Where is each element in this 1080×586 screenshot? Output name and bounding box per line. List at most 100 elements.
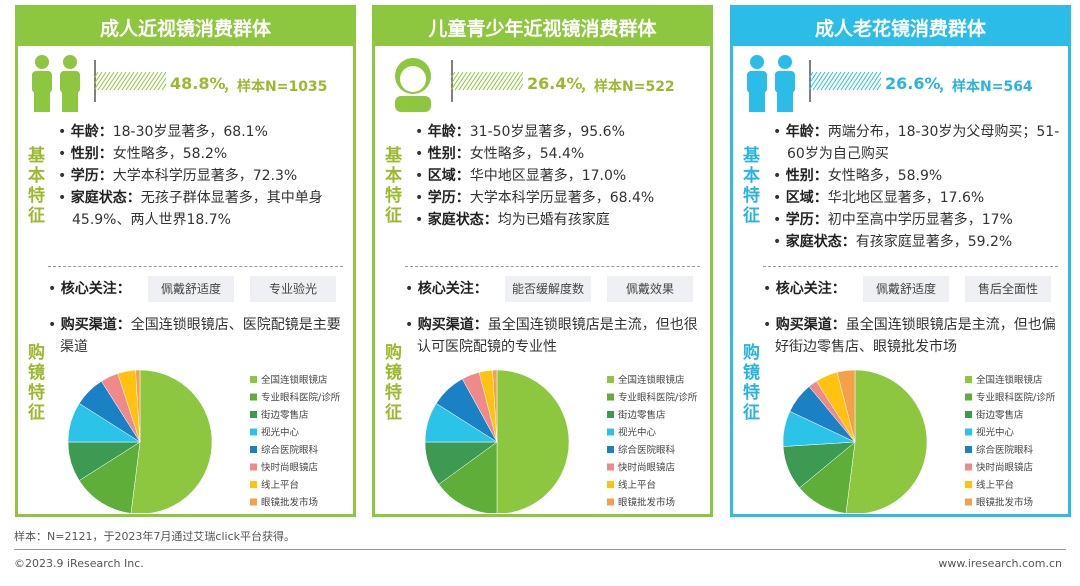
legend-label: 全国连锁眼镜店 xyxy=(618,374,685,386)
legend-label: 视光中心 xyxy=(976,427,1015,439)
hatch-line xyxy=(860,71,874,91)
pie-slice xyxy=(130,369,213,513)
focus-tag: 佩戴舒适度 xyxy=(148,276,234,302)
basic-item: • 家庭状态：有孩家庭显著多，59.2% xyxy=(773,234,1013,250)
focus-label: 核心关注： xyxy=(417,281,488,297)
pie-slice xyxy=(438,441,498,513)
channel-label: 购买渠道： xyxy=(417,317,488,333)
focus-tag: 专业验光 xyxy=(250,276,336,302)
pie-slice xyxy=(492,369,498,443)
legend-swatch xyxy=(965,393,972,401)
hatch-line xyxy=(836,71,850,91)
basic-item-label: 学历： xyxy=(427,190,470,206)
hatch-line xyxy=(97,71,111,91)
legend-swatch xyxy=(965,481,972,488)
basic-item-label: 学历： xyxy=(785,212,828,228)
hatch-line xyxy=(820,71,834,91)
legend-swatch xyxy=(607,481,614,488)
website: www.iresearch.com.cn xyxy=(938,557,1062,570)
basic-item-text: 无孩子群体显著多，其中单身45.9%、两人世界18.7% xyxy=(72,190,323,228)
focus-tag: 售后全面性 xyxy=(965,276,1051,302)
hatch-line xyxy=(94,71,103,85)
basic-item-text: 华北地区显著多，17.6% xyxy=(827,190,985,206)
legend-label: 街边零售店 xyxy=(976,409,1024,421)
icon-head xyxy=(750,55,764,69)
legend-label: 综合医院眼科 xyxy=(261,444,319,456)
legend-swatch xyxy=(607,498,614,506)
basic-item-label: 性别： xyxy=(785,168,828,184)
icon-body xyxy=(32,71,52,93)
hatch-line xyxy=(121,71,135,91)
icon-leg xyxy=(34,92,50,112)
hatch-line xyxy=(478,71,492,91)
legend-label: 线上平台 xyxy=(976,479,1014,491)
legend-swatch xyxy=(250,428,257,436)
legend-swatch xyxy=(250,463,257,471)
hatch-line xyxy=(809,71,822,91)
legend-swatch xyxy=(250,498,257,506)
legend-swatch xyxy=(965,498,972,506)
pie-chart: 全国连锁眼镜店专业眼科医院/诊所街边零售店视光中心综合医院眼科快时尚眼镜店线上平… xyxy=(424,369,698,513)
basic-item-text: 华中地区显著多，17.0% xyxy=(469,168,627,184)
hatch-line xyxy=(856,71,870,91)
legend-swatch xyxy=(250,411,257,418)
basic-label: 基本特征 xyxy=(24,146,44,226)
legend-swatch xyxy=(965,411,972,418)
icon xyxy=(395,58,431,112)
sample: ，样本N=1035 xyxy=(223,79,328,95)
icon xyxy=(32,55,80,112)
hatch-line xyxy=(113,71,127,91)
basic-item: • 年龄：31-50岁显著多，95.6% xyxy=(415,124,625,140)
basic-item-label: 年龄： xyxy=(427,124,470,140)
basic-item-text: 大学本科学历显著多，68.4% xyxy=(469,190,655,206)
buy-label: 购镜特征 xyxy=(739,343,759,423)
basic-item: • 性别：女性略多，58.9% xyxy=(773,168,943,184)
legend-swatch xyxy=(250,481,257,488)
pie-chart: 全国连锁眼镜店专业眼科医院/诊所街边零售店视光中心综合医院眼科快时尚眼镜店线上平… xyxy=(67,369,341,513)
legend-label: 眼镜批发市场 xyxy=(976,497,1033,509)
icon-leg xyxy=(749,92,765,112)
legend-label: 眼镜批发市场 xyxy=(618,497,675,509)
basic-list: • 年龄：31-50岁显著多，95.6% • 性别：女性略多，54.4% • 区域：… xyxy=(403,121,708,231)
separator xyxy=(48,266,343,267)
hatch-line xyxy=(458,71,472,91)
legend-label: 视光中心 xyxy=(618,427,657,439)
hatch-line xyxy=(129,71,143,91)
hatch-line xyxy=(94,71,99,79)
hatch-line xyxy=(868,71,881,91)
basic-item-text: 大学本科学历显著多，72.3% xyxy=(112,168,298,184)
basic-item-text: 有孩家庭显著多，59.2% xyxy=(855,234,1013,250)
basic-item: • 区域：华中地区显著多，17.0% xyxy=(415,168,627,184)
legend-swatch xyxy=(607,463,614,471)
legend-swatch xyxy=(250,393,257,401)
hatch-line xyxy=(451,71,456,79)
hatch-line xyxy=(506,71,520,91)
pie-slice xyxy=(845,369,928,513)
panel: 儿童青少年近视镜消费群体 26.4% ，样本N=522 基本特征 购镜特征 • 年龄：31… xyxy=(372,5,713,517)
basic-item-label: 学历： xyxy=(70,168,113,184)
basic-item: • 学历：大学本科学历显著多，72.3% xyxy=(58,168,298,184)
basic-list: • 年龄：18-30岁显著多，68.1% • 性别：女性略多，58.2% • 学历：… xyxy=(46,121,351,231)
basic-item-label: 年龄： xyxy=(785,124,828,140)
icon-leg xyxy=(62,92,78,112)
focus-tag: 佩戴效果 xyxy=(607,276,693,302)
legend-label: 街边零售店 xyxy=(261,409,309,421)
legend-label: 快时尚眼镜店 xyxy=(618,462,675,474)
footnote: 样本：N=2121，于2023年7月通过艾瑞click平台获得。 xyxy=(14,530,296,543)
hatch-line xyxy=(848,71,862,91)
legend-label: 全国连锁眼镜店 xyxy=(261,374,328,386)
legend-label: 快时尚眼镜店 xyxy=(261,462,318,474)
buy-label: 购镜特征 xyxy=(24,343,44,423)
hatch-line xyxy=(852,71,866,91)
hatch-line xyxy=(812,71,826,91)
basic-item-label: 性别： xyxy=(427,146,470,162)
separator xyxy=(763,266,1058,267)
hatch-line xyxy=(824,71,838,91)
basic-item-text: 女性略多，58.9% xyxy=(827,168,943,184)
sample: ，样本N=522 xyxy=(580,79,675,95)
legend-label: 街边零售店 xyxy=(618,409,666,421)
basic-item-label: 家庭状态： xyxy=(427,212,498,228)
legend-label: 线上平台 xyxy=(618,479,656,491)
hatch-line xyxy=(482,71,496,91)
hatch xyxy=(809,60,881,102)
